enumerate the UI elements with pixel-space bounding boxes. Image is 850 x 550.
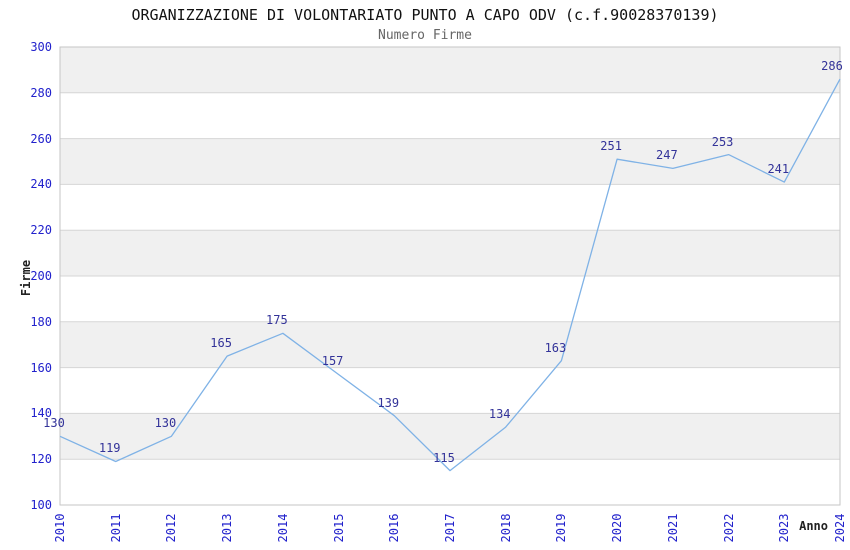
chart-subtitle: Numero Firme <box>378 28 472 43</box>
x-tick-label: 2024 <box>833 513 847 543</box>
x-tick-label: 2014 <box>275 513 290 543</box>
x-tick-label: 2019 <box>554 513 569 543</box>
y-tick-label: 240 <box>30 177 52 192</box>
y-tick-label: 180 <box>30 314 52 329</box>
x-tick-label: 2016 <box>387 513 402 543</box>
plot-border <box>59 46 841 506</box>
data-point-label: 165 <box>210 336 232 351</box>
y-tick-label: 100 <box>30 498 52 512</box>
data-point-label: 119 <box>98 441 121 456</box>
data-point-label: 241 <box>767 162 790 177</box>
y-tick-label: 300 <box>30 40 52 54</box>
grid-band <box>60 230 840 276</box>
x-tick-label: 2021 <box>665 513 680 543</box>
x-tick-label: 2022 <box>721 513 736 543</box>
data-point-label: 157 <box>321 354 344 369</box>
data-point-label: 163 <box>544 340 567 355</box>
data-series-line <box>59 78 841 472</box>
y-tick-label: 140 <box>30 406 52 421</box>
x-tick-label: 2013 <box>220 513 235 543</box>
y-tick-label: 260 <box>30 131 52 146</box>
x-tick-label: 2010 <box>53 513 67 543</box>
data-point-label: 134 <box>488 407 511 422</box>
x-tick-label: 2023 <box>777 513 792 543</box>
data-point-label: 286 <box>821 59 843 74</box>
y-tick-label: 160 <box>30 360 52 375</box>
data-point-label: 253 <box>711 134 734 149</box>
data-point-label: 130 <box>154 416 177 431</box>
x-tick-label: 2018 <box>498 513 513 543</box>
x-tick-label: 2017 <box>443 513 457 543</box>
y-tick-label: 280 <box>30 85 52 100</box>
chart-title: ORGANIZZAZIONE DI VOLONTARIATO PUNTO A C… <box>131 6 719 24</box>
y-tick-label: 200 <box>30 269 52 283</box>
grid-band <box>60 321 840 368</box>
grid-band <box>60 138 840 185</box>
data-point-label: 175 <box>266 313 288 328</box>
grid-band <box>60 413 840 460</box>
y-tick-label: 220 <box>30 223 52 238</box>
data-point-label: 139 <box>377 395 400 410</box>
data-point-label: 247 <box>656 148 678 163</box>
grid-band <box>60 47 840 93</box>
y-tick-label: 120 <box>30 452 52 467</box>
data-point-label: 130 <box>43 416 65 431</box>
x-tick-label: 2015 <box>331 513 346 543</box>
x-tick-label: 2020 <box>610 513 625 543</box>
data-point-label: 115 <box>433 450 455 465</box>
data-point-label: 251 <box>600 139 622 154</box>
x-tick-label: 2011 <box>108 513 123 543</box>
x-axis-title: Anno <box>799 519 828 533</box>
x-tick-label: 2012 <box>164 513 179 543</box>
